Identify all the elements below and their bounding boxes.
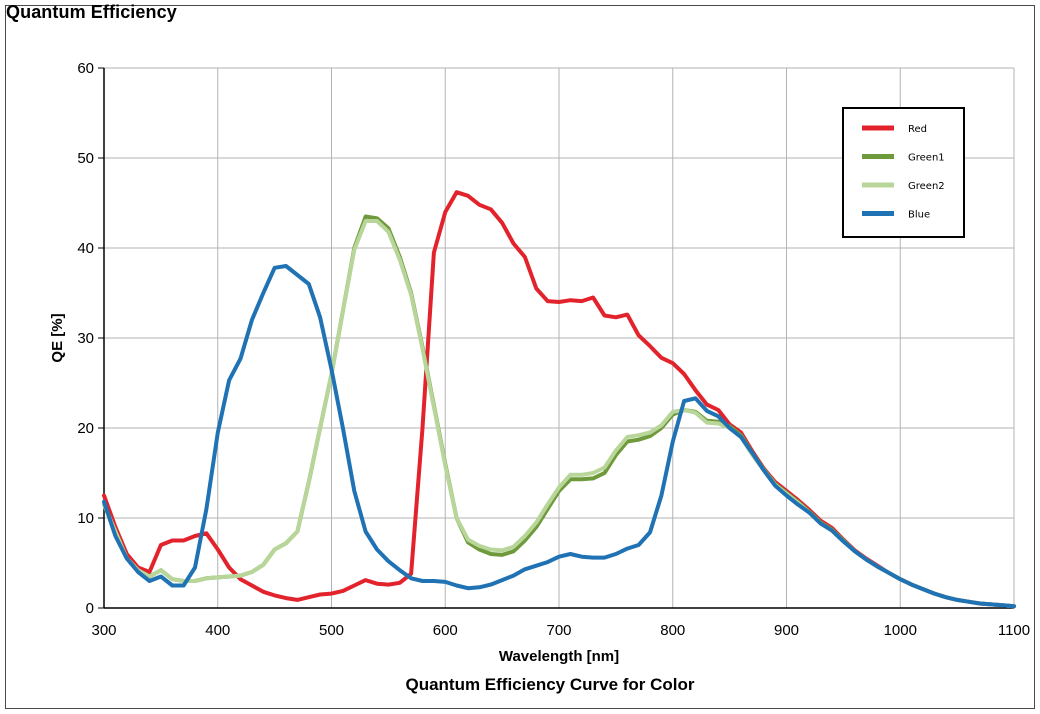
legend-label-red: Red (908, 124, 927, 135)
x-tick-label: 800 (660, 622, 685, 639)
x-tick-label: 1000 (884, 622, 917, 639)
x-tick-label: 900 (774, 622, 799, 639)
axes: 300 400 500 600 700 800 900 1000 1100 0 10 20 30 40 50… (49, 60, 1030, 665)
legend: Red Green1 Green2 Blue (842, 107, 965, 238)
series-group (102, 190, 1016, 609)
grid (104, 67, 1015, 608)
y-tick-label: 50 (77, 150, 94, 167)
y-tick-label: 10 (77, 510, 94, 527)
series-line-blue (102, 264, 1016, 609)
x-tick-label: 400 (205, 622, 230, 639)
x-tick-label: 300 (91, 622, 116, 639)
y-tick-label: 20 (77, 420, 94, 437)
legend-label-blue: Blue (908, 210, 930, 221)
y-tick-label: 40 (77, 240, 94, 257)
y-tick-label: 60 (77, 60, 94, 77)
y-tick-label: 30 (77, 330, 94, 347)
x-tick-label: 600 (433, 622, 458, 639)
x-axis-title: Wavelength [nm] (499, 648, 619, 665)
x-tick-label: 1100 (998, 622, 1030, 639)
legend-label-green1: Green1 (908, 153, 945, 164)
legend-box (842, 107, 965, 238)
page-title: Quantum Efficiency (6, 2, 177, 22)
x-tick-label: 700 (546, 622, 571, 639)
figure-caption: Quantum Efficiency Curve for Color (405, 675, 695, 694)
x-tick-label: 500 (319, 622, 344, 639)
y-axis-title: QE [%] (49, 313, 66, 362)
legend-label-green2: Green2 (908, 181, 945, 192)
y-tick-label: 0 (86, 600, 94, 617)
